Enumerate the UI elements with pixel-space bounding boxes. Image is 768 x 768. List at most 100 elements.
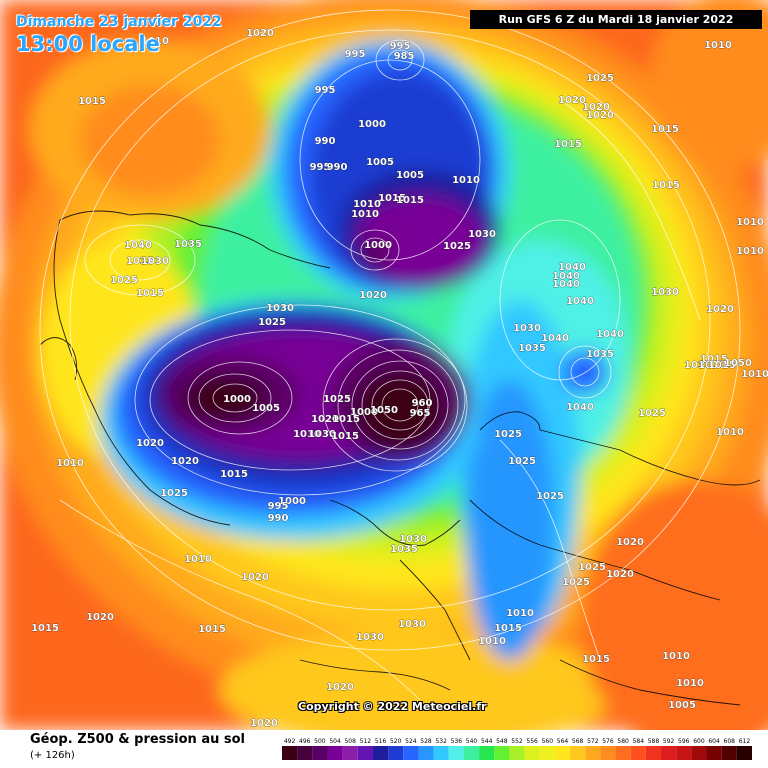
legend-swatch (736, 746, 752, 760)
pressure-label: 1015 (554, 139, 582, 150)
legend-swatch (372, 746, 389, 760)
legend-swatch (615, 746, 631, 760)
legend-swatch (312, 746, 328, 760)
pressure-label: 1030 (266, 303, 294, 314)
pressure-label: 1010 (141, 36, 169, 47)
pressure-label: 995 (390, 41, 411, 52)
pressure-label: 1030 (356, 632, 384, 643)
pressure-label: 1020 (250, 718, 278, 729)
legend-swatch (327, 746, 343, 760)
legend-swatch (494, 746, 510, 760)
pressure-label: 1030 (651, 287, 679, 298)
pressure-label: 1005 (668, 700, 696, 711)
legend-value: 580 (617, 738, 629, 745)
pressure-label: 965 (410, 408, 431, 419)
color-legend: 492 496 500 504 508 512 516 520 524 528 532 536 540 5… (282, 738, 752, 760)
pressure-label: 1010 (736, 217, 764, 228)
legend-swatch (388, 746, 404, 760)
legend-value: 516 (375, 738, 387, 745)
pressure-label: 1035 (518, 343, 546, 354)
legend-value: 612 (739, 738, 751, 745)
legend-swatch (721, 746, 737, 760)
pressure-label: 1020 (606, 569, 634, 580)
legend-value: 496 (299, 738, 311, 745)
pressure-label: 1035 (174, 239, 202, 250)
weather-map: 1010102010109959959859951025102010201020… (0, 0, 768, 730)
legend-swatch (585, 746, 601, 760)
forecast-date: Dimanche 23 janvier 2022 (16, 14, 222, 30)
pressure-label: 1020 (241, 572, 269, 583)
pressure-label: 1020 (586, 110, 614, 121)
pressure-label: 1020 (136, 438, 164, 449)
parameter-title: Géop. Z500 & pression au sol (30, 732, 245, 747)
geopotential-field (0, 0, 768, 730)
pressure-label: 1010 (452, 175, 480, 186)
pressure-label: 1025 (536, 491, 564, 502)
pressure-label: 1050 (724, 358, 752, 369)
legend-swatch (706, 746, 722, 760)
pressure-label: 1010 (698, 360, 726, 371)
pressure-label: 1010 (293, 429, 321, 440)
legend-value: 540 (466, 738, 478, 745)
pressure-label: 1020 (558, 95, 586, 106)
pressure-label: 1020 (706, 304, 734, 315)
legend-value: 532 (435, 738, 447, 745)
pressure-label: 1015 (396, 195, 424, 206)
pressure-label: 1015 (198, 624, 226, 635)
legend-swatch (297, 746, 313, 760)
pressure-label: 1000 (350, 407, 378, 418)
pressure-label: 1040 (596, 329, 624, 340)
forecast-lead: (+ 126h) (30, 750, 75, 761)
legend-swatch (463, 746, 480, 760)
pressure-label: 1025 (494, 429, 522, 440)
legend-value: 552 (511, 738, 523, 745)
pressure-label: 1015 (708, 360, 736, 371)
pressure-label: 1020 (359, 290, 387, 301)
pressure-labels: 1010102010109959959859951025102010201020… (31, 28, 768, 730)
legend-swatch (570, 746, 586, 760)
pressure-label: 1025 (578, 562, 606, 573)
legend-swatch (418, 746, 434, 760)
pressure-label: 995 (268, 501, 289, 512)
pressure-label: 1000 (364, 240, 392, 251)
pressure-label: 1010 (676, 678, 704, 689)
legend-value: 588 (648, 738, 660, 745)
pressure-label: 1020 (326, 682, 354, 693)
copyright-text: Copyright © 2022 Meteociel.fr (298, 700, 487, 713)
pressure-label: 1015 (78, 96, 106, 107)
pressure-label: 1015 (220, 469, 248, 480)
legend-value: 520 (390, 738, 402, 745)
pressure-label: 1030 (308, 429, 336, 440)
pressure-label: 1010 (351, 209, 379, 220)
pressure-label: 1025 (110, 275, 138, 286)
legend-value: 584 (633, 738, 645, 745)
pressure-label: 1040 (552, 271, 580, 282)
legend-swatch (282, 746, 298, 760)
pressure-label: 1010 (741, 369, 768, 380)
isobars (39, 9, 741, 701)
legend-value: 548 (496, 738, 508, 745)
pressure-label: 1010 (478, 636, 506, 647)
pressure-label: 1030 (399, 534, 427, 545)
pressure-label: 1015 (700, 354, 728, 365)
pressure-label: 1015 (582, 654, 610, 665)
pressure-label: 1000 (278, 496, 306, 507)
pressure-label: 1005 (252, 403, 280, 414)
pressure-label: 1015 (331, 431, 359, 442)
pressure-label: 1025 (638, 408, 666, 419)
pressure-label: 995 (310, 162, 331, 173)
pressure-label: 1025 (586, 73, 614, 84)
legend-value: 528 (420, 738, 432, 745)
pressure-label: 990 (268, 513, 289, 524)
pressure-label: 1015 (378, 193, 406, 204)
pressure-label: 1025 (160, 488, 188, 499)
legend-value: 504 (329, 738, 341, 745)
pressure-label: 1040 (124, 240, 152, 251)
pressure-label: 1035 (390, 544, 418, 555)
legend-value: 492 (284, 738, 296, 745)
legend-swatch (448, 746, 464, 760)
legend-swatch (342, 746, 358, 760)
pressure-label: 995 (345, 49, 366, 60)
pressure-label: 1040 (566, 296, 594, 307)
legend-value: 544 (481, 738, 493, 745)
